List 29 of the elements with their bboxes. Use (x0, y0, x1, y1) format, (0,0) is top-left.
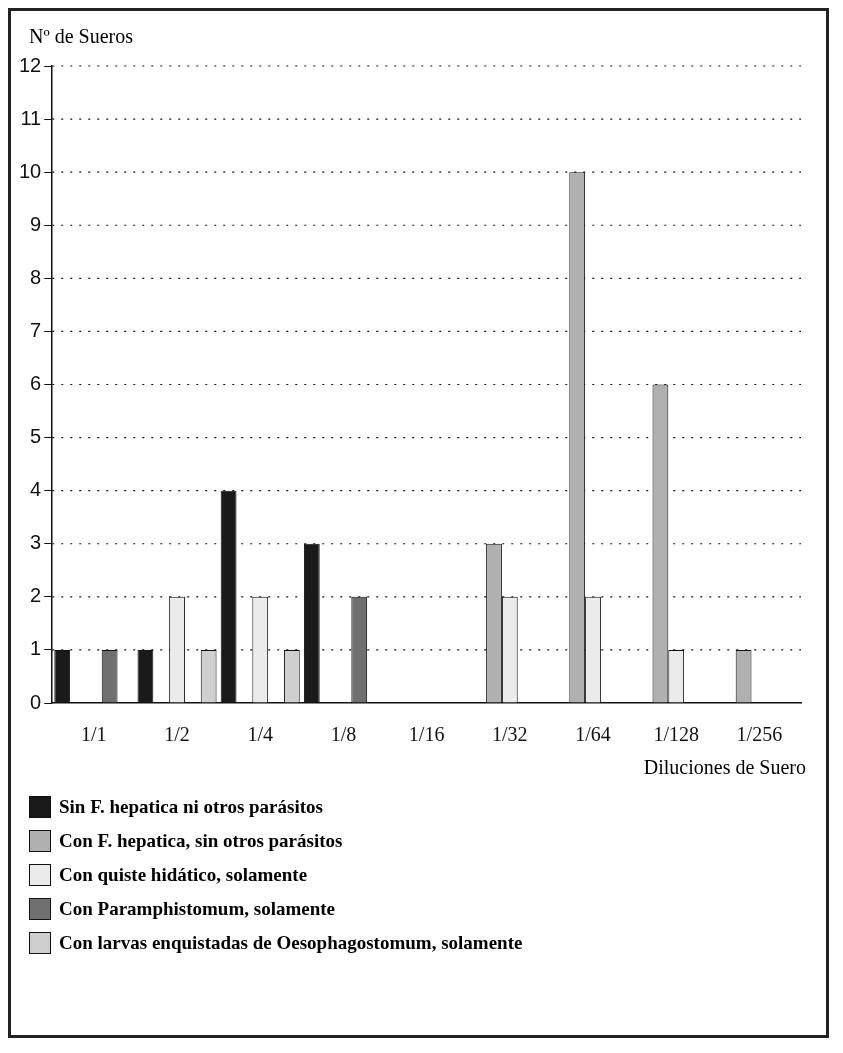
legend-label: Con F. hepatica, sin otros parásitos (59, 830, 343, 852)
x-tick-label: 1/64 (575, 723, 611, 746)
y-tick-label: 8 (30, 265, 42, 288)
legend-label: Con quiste hidático, solamente (59, 864, 308, 886)
x-axis-title: Diluciones de Suero (643, 756, 806, 779)
x-tick-label: 1/2 (164, 723, 190, 746)
x-tick-label: 1/16 (408, 723, 445, 746)
y-tick-label: 1 (30, 637, 42, 660)
y-tick-label: 0 (30, 690, 42, 713)
y-tick-label: 4 (30, 478, 42, 501)
x-tick-label: 1/32 (492, 723, 528, 746)
legend-label: Con larvas enquistadas de Oesophagostomum, solamente (59, 932, 523, 954)
y-tick-label: 2 (30, 584, 42, 607)
legend-label: Sin F. hepatica ni otros parásitos (59, 796, 323, 818)
legend-label: Con Paramphistomum, solamente (59, 898, 336, 920)
y-tick-label: 6 (30, 372, 42, 395)
x-tick-label: 1/256 (736, 723, 783, 746)
y-tick-label: 9 (30, 212, 42, 235)
y-tick-label: 7 (30, 318, 42, 341)
x-tick-label: 1/128 (653, 723, 699, 746)
y-tick-label: 3 (30, 531, 42, 554)
y-tick-label: 11 (20, 106, 42, 129)
y-tick-label: 5 (30, 425, 42, 448)
y-tick-label: 12 (19, 53, 42, 76)
x-tick-label: 1/1 (81, 723, 107, 746)
y-axis-title: Nº de Sueros (29, 25, 133, 48)
x-tick-label: 1/4 (247, 723, 274, 746)
x-tick-label: 1/8 (330, 723, 357, 746)
y-tick-label: 10 (19, 159, 42, 182)
